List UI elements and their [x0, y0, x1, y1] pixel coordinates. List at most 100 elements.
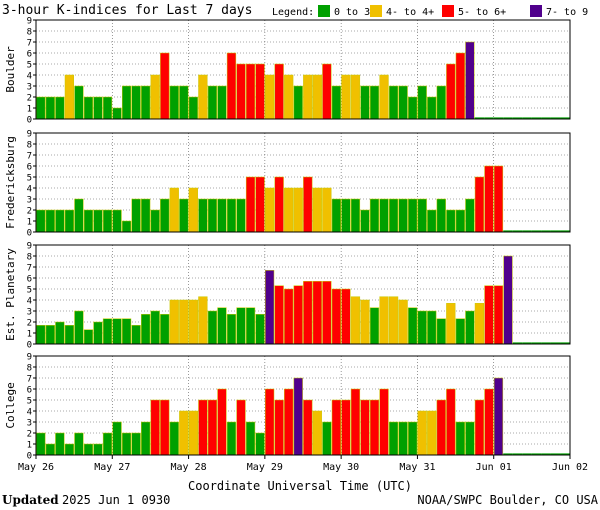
bar [45, 209, 55, 233]
bar-empty [560, 117, 570, 119]
bar [169, 187, 179, 233]
bar-empty [541, 230, 551, 232]
bar [369, 198, 380, 233]
bar-empty [512, 453, 523, 455]
bar-empty [531, 453, 542, 455]
legend-text-0: 0 to 3+ [334, 7, 376, 18]
bar [274, 285, 284, 345]
bar [102, 209, 113, 233]
bar [74, 432, 84, 456]
bar [226, 421, 237, 456]
bar [293, 377, 303, 456]
bar [207, 399, 218, 456]
bar [112, 318, 122, 345]
bar-empty [560, 453, 570, 455]
bar [398, 85, 408, 120]
panel-frame [35, 355, 571, 456]
bar [474, 399, 485, 456]
bar [341, 74, 351, 120]
bar [131, 85, 141, 120]
station-label: Est. Planetary [4, 248, 17, 341]
bar [45, 325, 55, 345]
bar [255, 432, 265, 456]
y-tick-label: 2 [27, 207, 32, 217]
bar [93, 96, 103, 120]
bar [188, 299, 198, 345]
y-tick-label: 9 [27, 242, 32, 252]
bar [322, 63, 332, 120]
x-tick-label: Jun 02 [552, 462, 588, 473]
bar [350, 198, 361, 233]
y-tick-label: 9 [27, 353, 32, 363]
bar [293, 187, 303, 233]
bar [93, 321, 103, 345]
y-tick-label: 6 [27, 163, 32, 173]
credit: NOAA/SWPC Boulder, CO USA [417, 493, 598, 507]
bar [312, 187, 322, 233]
legend-text-1: 4- to 4+ [386, 7, 434, 18]
bar [493, 285, 504, 345]
bar [322, 187, 332, 233]
bar [121, 220, 132, 233]
bar [265, 187, 275, 233]
bar [312, 281, 322, 345]
bar [207, 198, 218, 233]
bar [226, 314, 237, 345]
bar [322, 281, 332, 345]
bar [131, 325, 141, 345]
bar [341, 288, 351, 345]
y-tick-label: 9 [27, 130, 32, 140]
y-tick-label: 1 [27, 105, 32, 115]
y-tick-label: 3 [27, 419, 32, 429]
station-label: Fredericksburg [4, 136, 17, 229]
y-tick-label: 6 [27, 386, 32, 396]
bar [341, 399, 351, 456]
bar [236, 399, 246, 456]
bar-empty [560, 342, 570, 344]
legend-swatch-1 [370, 5, 382, 17]
bar [83, 329, 94, 345]
bar-empty [503, 117, 513, 119]
y-tick-label: 4 [27, 72, 32, 82]
bar [284, 187, 294, 233]
y-tick-label: 7 [27, 375, 32, 385]
bar [303, 74, 313, 120]
bar [388, 198, 399, 233]
y-tick-label: 3 [27, 196, 32, 206]
bar-empty [503, 230, 513, 232]
bar-empty [541, 342, 551, 344]
bar [388, 85, 399, 120]
bar-empty [522, 117, 532, 119]
bar [274, 399, 284, 456]
bar [493, 165, 504, 233]
bar-empty [503, 453, 513, 455]
bar-empty [512, 342, 523, 344]
bar [188, 187, 198, 233]
bar [360, 209, 370, 233]
bar [493, 377, 504, 456]
bar [255, 314, 265, 345]
bar [474, 176, 485, 233]
bar [198, 296, 208, 345]
bar [160, 198, 170, 233]
bar [179, 299, 189, 345]
bar [150, 209, 160, 233]
legend-text-3: 7- to 9 [546, 7, 588, 18]
bar [369, 85, 380, 120]
y-tick-label: 6 [27, 275, 32, 285]
y-tick-label: 8 [27, 28, 32, 38]
bar [74, 310, 84, 345]
bar [408, 96, 418, 120]
bar [217, 388, 227, 456]
bar [55, 321, 65, 345]
bar [112, 421, 122, 456]
bar [36, 325, 46, 345]
bar [436, 318, 446, 345]
station-label: Boulder [4, 46, 17, 93]
bar [74, 198, 84, 233]
bar [255, 176, 265, 233]
bar [436, 85, 446, 120]
bar [160, 52, 170, 120]
